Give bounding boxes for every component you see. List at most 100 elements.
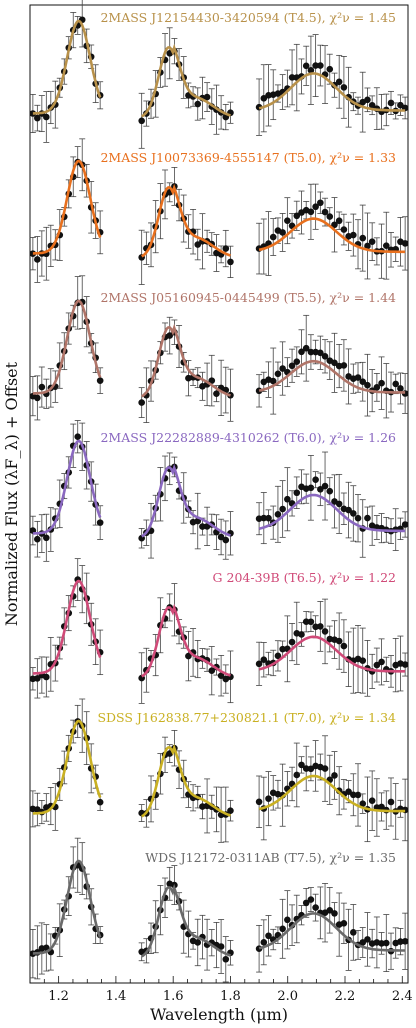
data-point (382, 242, 390, 249)
data-point (326, 487, 334, 495)
data-point (378, 940, 385, 947)
data-point (378, 658, 385, 666)
model-line-k-band (258, 217, 406, 254)
model-line-h-band (141, 323, 231, 398)
data-point (350, 929, 357, 936)
data-point (269, 377, 277, 385)
data-point (274, 511, 282, 518)
data-point (298, 348, 305, 356)
panel-5: G 204-39B (T6.5), χ²ν = 1.22 (29, 558, 409, 704)
data-point (279, 645, 286, 653)
data-point (364, 381, 371, 389)
data-point (321, 353, 329, 360)
data-point (397, 385, 404, 392)
data-point (307, 66, 315, 74)
data-point (340, 642, 348, 650)
data-point (321, 482, 329, 490)
model-line-h-band (141, 463, 231, 538)
data-point (335, 78, 343, 86)
data-point (302, 344, 310, 352)
data-point (387, 798, 395, 806)
data-point (340, 920, 348, 927)
model-line-j-band (32, 579, 102, 675)
data-point (317, 349, 324, 357)
data-point (265, 514, 272, 522)
data-point (302, 765, 310, 772)
data-point (227, 807, 234, 814)
series-label: G 204-39B (T6.5), χ²ν = 1.22 (213, 570, 396, 585)
data-point (335, 500, 343, 508)
data-point (359, 378, 367, 386)
data-point (382, 939, 390, 947)
model-line-k-band (258, 912, 406, 952)
x-tick-label: 1.2 (48, 989, 69, 1004)
data-point (34, 535, 41, 543)
model-line-k-band (258, 493, 406, 533)
model-line-j-band (32, 719, 102, 815)
data-point (302, 618, 310, 625)
x-tick-label: 1.6 (163, 989, 184, 1004)
data-point (96, 519, 104, 526)
model-line-j-band (32, 859, 102, 955)
data-point (364, 936, 371, 943)
data-point (312, 62, 319, 69)
series-label: 2MASS J12154430-3420594 (T4.5), χ²ν = 1.… (100, 10, 396, 25)
data-point (321, 628, 329, 635)
data-point (222, 245, 230, 252)
data-point (364, 242, 371, 250)
x-tick-label: 2.2 (335, 989, 356, 1004)
data-point (274, 370, 282, 378)
data-point (331, 359, 338, 367)
data-point (38, 383, 46, 391)
data-point (307, 765, 315, 773)
data-point (34, 394, 41, 402)
data-point (359, 939, 367, 946)
data-point (260, 94, 268, 102)
data-point (364, 96, 371, 104)
y-axis-label: Normalized Flux (λF_λ) + Offset (2, 361, 21, 626)
data-point (269, 233, 277, 241)
data-point (307, 618, 315, 626)
data-points-k-band (255, 883, 409, 973)
data-point (194, 100, 202, 108)
model-line-j-band (32, 19, 102, 115)
x-axis-label: Wavelength (μm) (150, 1005, 288, 1024)
data-point (317, 62, 324, 69)
data-point (43, 534, 50, 542)
model-line-j-band (32, 439, 102, 535)
model-line-h-band (141, 183, 231, 258)
data-point (350, 510, 357, 517)
data-point (284, 495, 291, 503)
data-point (331, 772, 338, 779)
data-point (96, 377, 104, 384)
model-line-h-band (141, 603, 231, 678)
panel-7: WDS J12172-0311AB (T7.5), χ²ν = 1.35 (29, 837, 409, 983)
data-point (265, 932, 272, 940)
data-point (321, 208, 329, 216)
data-point (307, 208, 315, 216)
data-point (185, 652, 192, 660)
data-point (354, 374, 362, 381)
data-point (340, 84, 348, 91)
data-point (387, 99, 395, 107)
data-points-k-band (255, 598, 409, 697)
data-point (364, 514, 371, 522)
data-point (359, 234, 367, 242)
data-points-k-band (255, 735, 409, 843)
data-point (260, 656, 268, 664)
data-point (326, 65, 334, 73)
data-point (284, 916, 291, 924)
data-point (350, 791, 357, 799)
data-point (293, 358, 301, 365)
data-point (227, 258, 234, 266)
series-label: 2MASS J10073369-4555147 (T5.0), χ²ν = 1.… (100, 150, 396, 165)
data-point (317, 486, 324, 493)
data-point (302, 899, 310, 907)
data-point (217, 533, 225, 541)
data-point (317, 199, 324, 207)
data-point (284, 217, 291, 224)
data-point (293, 212, 301, 220)
data-point (265, 795, 272, 802)
data-point (34, 114, 41, 122)
